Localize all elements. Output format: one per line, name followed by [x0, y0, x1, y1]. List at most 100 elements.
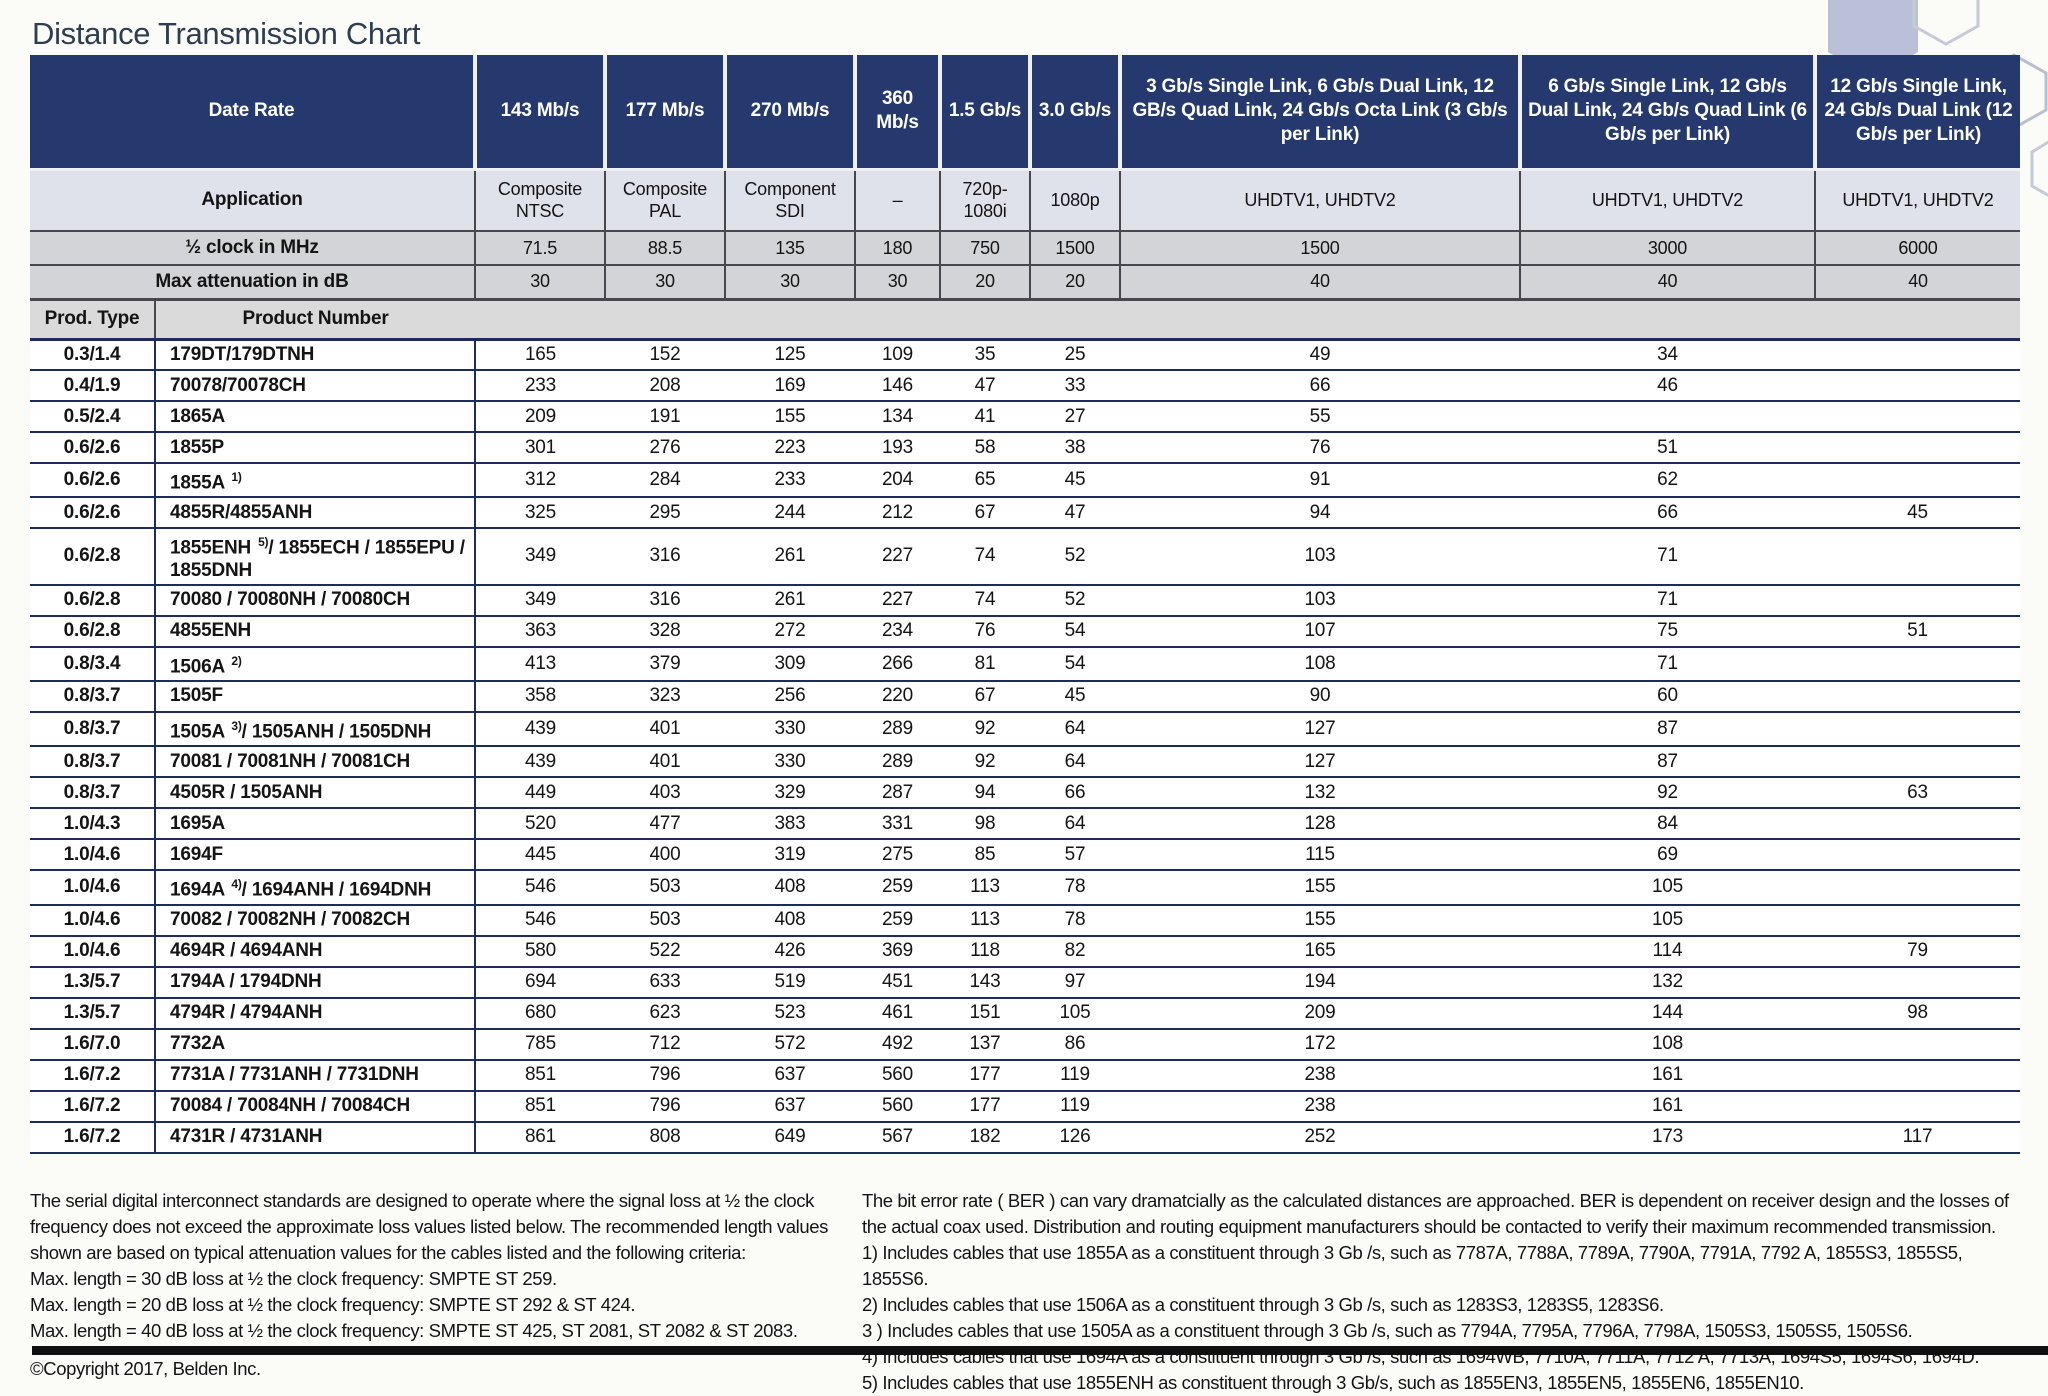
distance-value-cell: 194: [1120, 966, 1520, 998]
half-clock-cell: 1500: [1119, 231, 1520, 266]
distance-value-cell: 851: [475, 1059, 605, 1091]
distance-value-cell: 272: [725, 615, 855, 647]
max-attenuation-cell: 30: [724, 265, 855, 300]
product-number-cell: 7732A: [155, 1028, 476, 1060]
distance-value-cell: 785: [475, 1028, 605, 1060]
distance-value-cell: 165: [1120, 935, 1520, 967]
application-cell: UHDTV1, UHDTV2: [1519, 169, 1815, 232]
distance-value-cell: 92: [940, 711, 1030, 747]
product-number-cell: 4505R / 1505ANH: [155, 777, 476, 809]
distance-value-cell: 861: [475, 1121, 605, 1153]
distance-value-cell: 449: [475, 777, 605, 809]
half-clock-label: ½ clock in MHz: [30, 231, 475, 266]
distance-value-cell: 67: [940, 680, 1030, 712]
distance-value-cell: 74: [940, 528, 1030, 585]
distance-value-cell: 316: [605, 528, 725, 585]
distance-value-cell: 144: [1520, 997, 1815, 1029]
prod-type-label: Prod. Type: [30, 297, 156, 341]
distance-value-cell: 172: [1120, 1028, 1520, 1060]
distance-value-cell: 103: [1120, 528, 1520, 585]
table-row: 0.6/2.8 4855ENH 363 328 272 234 76 54 107 75 51: [30, 615, 2020, 647]
note-line: 1) Includes cables that use 1855A as a c…: [862, 1242, 1963, 1289]
distance-value-cell: 266: [855, 646, 940, 681]
distance-value-cell: 560: [855, 1090, 940, 1122]
product-number-cell: 1695A: [155, 808, 476, 840]
distance-value-cell: 98: [940, 808, 1030, 840]
distance-value-cell: 426: [725, 935, 855, 967]
distance-value-cell: 439: [475, 746, 605, 778]
distance-value-cell: 71: [1520, 646, 1815, 681]
distance-value-cell: 520: [475, 808, 605, 840]
distance-value-cell: 126: [1030, 1121, 1120, 1153]
distance-value-cell: 851: [475, 1090, 605, 1122]
distance-value-cell: 191: [605, 401, 725, 432]
distance-transmission-table: Date Rate 143 Mb/s 177 Mb/s 270 Mb/s 360 Mb…: [30, 55, 2020, 1154]
distance-value-cell: 401: [605, 746, 725, 778]
max-attenuation-label: Max attenuation in dB: [30, 265, 475, 300]
distance-value-cell: 108: [1120, 646, 1520, 681]
distance-value-cell: 71: [1520, 528, 1815, 585]
distance-value-cell: 209: [1120, 997, 1520, 1029]
date-rate-label: Date Rate: [30, 55, 475, 171]
distance-value-cell: 637: [725, 1090, 855, 1122]
distance-value-cell: 233: [475, 370, 605, 401]
prod-type-cell: 1.6/7.0: [30, 1028, 156, 1060]
distance-value-cell: 312: [475, 463, 605, 498]
prod-type-cell: 0.8/3.7: [30, 680, 156, 712]
distance-value-cell: 125: [725, 339, 855, 370]
table-row: 0.8/3.7 1505A 3)/ 1505ANH / 1505DNH 439 401…: [30, 711, 2020, 747]
note-line: 2) Includes cables that use 1506A as a c…: [862, 1294, 1664, 1315]
table-row: 1.0/4.6 1694A 4)/ 1694ANH / 1694DNH 546 503…: [30, 870, 2020, 905]
distance-value-cell: 637: [725, 1059, 855, 1091]
prod-type-cell: 1.3/5.7: [30, 997, 156, 1029]
header-row-half-clock: ½ clock in MHz 71.5 88.5 135 180 750 1500 1500…: [30, 231, 2020, 266]
distance-value-cell: 54: [1030, 615, 1120, 647]
prod-type-cell: 0.3/1.4: [30, 339, 156, 370]
distance-value-cell: 227: [855, 584, 940, 616]
distance-value-cell: 63: [1815, 777, 2020, 809]
distance-value-cell: 74: [940, 584, 1030, 616]
distance-value-cell: 64: [1030, 746, 1120, 778]
product-number-cell: 1865A: [155, 401, 476, 432]
product-number-cell: 4855ENH: [155, 615, 476, 647]
distance-value-cell: 403: [605, 777, 725, 809]
distance-value-cell: 58: [940, 432, 1030, 463]
prod-type-cell: 0.6/2.6: [30, 432, 156, 463]
prod-type-cell: 0.6/2.6: [30, 497, 156, 529]
distance-value-cell: 182: [940, 1121, 1030, 1153]
distance-value-cell: 323: [605, 680, 725, 712]
distance-value-cell: 45: [1030, 680, 1120, 712]
data-rate-cell: 6 Gb/s Single Link, 12 Gb/s Dual Link, 2…: [1518, 55, 1815, 171]
distance-value-cell: 87: [1520, 711, 1815, 747]
max-attenuation-cell: 30: [604, 265, 725, 300]
half-clock-cell: 6000: [1814, 231, 2020, 266]
distance-value-cell: 177: [940, 1059, 1030, 1091]
distance-value-cell: 76: [940, 615, 1030, 647]
distance-value-cell: 78: [1030, 870, 1120, 905]
max-attenuation-cell: 20: [939, 265, 1030, 300]
distance-value-cell: [1815, 746, 2020, 778]
data-rate-cell: 3.0 Gb/s: [1028, 55, 1120, 171]
distance-value-cell: [1815, 966, 2020, 998]
notes-list: 1) Includes cables that use 1855A as a c…: [862, 1240, 2032, 1396]
footnote-marker: 5): [258, 535, 269, 550]
distance-value-cell: 523: [725, 997, 855, 1029]
distance-value-cell: 301: [475, 432, 605, 463]
distance-value-cell: 47: [1030, 497, 1120, 529]
product-number-cell: 1505F: [155, 680, 476, 712]
distance-value-cell: 86: [1030, 1028, 1120, 1060]
distance-value-cell: [1815, 870, 2020, 905]
max-attenuation-cell: 40: [1519, 265, 1815, 300]
distance-value-cell: 694: [475, 966, 605, 998]
distance-value-cell: 349: [475, 584, 605, 616]
distance-value-cell: [1815, 646, 2020, 681]
distance-value-cell: 98: [1815, 997, 2020, 1029]
distance-value-cell: 329: [725, 777, 855, 809]
distance-value-cell: 331: [855, 808, 940, 840]
distance-value-cell: 289: [855, 711, 940, 747]
footnote-marker: 4): [231, 877, 242, 892]
distance-value-cell: 519: [725, 966, 855, 998]
distance-value-cell: [1815, 711, 2020, 747]
distance-value-cell: 146: [855, 370, 940, 401]
copyright-text: ©Copyright 2017, Belden Inc.: [30, 1358, 261, 1379]
